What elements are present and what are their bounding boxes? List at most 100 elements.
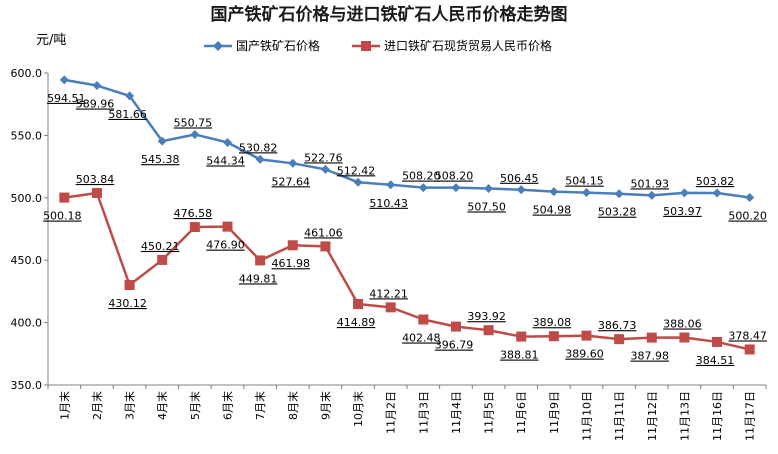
data-point-domestic	[125, 91, 135, 101]
x-tick-label: 11月4日	[450, 391, 463, 434]
x-tick-label: 11月3日	[417, 391, 430, 434]
data-point-domestic	[353, 177, 363, 187]
data-label-domestic: 527.64	[272, 175, 311, 188]
data-point-domestic	[418, 183, 428, 193]
data-label-import: 430.12	[108, 297, 147, 310]
data-point-domestic	[614, 189, 624, 199]
x-tick-label: 11月12日	[646, 391, 659, 441]
data-label-domestic: 504.98	[533, 204, 572, 217]
data-point-domestic	[386, 180, 396, 190]
data-label-domestic: 500.20	[728, 210, 767, 223]
data-point-domestic	[712, 188, 722, 198]
data-point-domestic	[679, 188, 689, 198]
data-label-domestic: 550.75	[174, 116, 213, 129]
data-label-import: 388.81	[500, 349, 539, 362]
y-tick-label: 550.0	[11, 129, 43, 142]
data-point-domestic	[745, 193, 755, 203]
data-label-import: 402.48	[402, 332, 441, 345]
data-label-import: 414.89	[337, 316, 376, 329]
data-point-import	[614, 334, 625, 345]
data-point-import	[712, 336, 723, 347]
data-point-domestic	[288, 158, 298, 168]
data-label-import: 503.84	[76, 173, 115, 186]
x-tick-label: 10月末	[351, 391, 365, 427]
x-tick-label: 5月末	[188, 391, 202, 420]
data-point-import	[320, 241, 331, 252]
y-tick-label: 400.0	[11, 317, 43, 330]
data-label-import: 500.18	[43, 210, 82, 223]
data-label-domestic: 544.34	[206, 154, 245, 167]
data-label-domestic: 507.50	[467, 200, 506, 213]
data-point-import	[483, 325, 494, 336]
x-tick-label: 11月6日	[515, 391, 528, 434]
x-tick-label: 9月末	[318, 391, 332, 420]
data-point-import	[59, 192, 70, 203]
data-label-domestic: 510.43	[369, 197, 408, 210]
data-point-import	[353, 299, 364, 310]
data-label-import: 388.06	[663, 318, 702, 331]
data-point-import	[548, 331, 559, 342]
data-label-import: 476.90	[206, 239, 245, 252]
data-label-import: 389.60	[565, 348, 604, 361]
data-label-import: 386.73	[598, 319, 637, 332]
data-point-import	[222, 221, 233, 232]
x-tick-label: 6月末	[221, 391, 235, 420]
x-tick-label: 4月末	[155, 391, 169, 420]
y-tick-label: 500.0	[11, 192, 43, 205]
y-tick-label: 350.0	[11, 379, 43, 392]
legend-label-domestic: 国产铁矿石价格	[236, 38, 320, 53]
data-point-import	[418, 314, 429, 325]
x-tick-label: 1月末	[57, 391, 71, 420]
data-label-import: 412.21	[369, 287, 408, 300]
legend: 国产铁矿石价格 进口铁矿石现货贸易人民币价格	[204, 38, 552, 53]
data-point-domestic	[516, 185, 526, 195]
data-point-domestic	[549, 187, 559, 197]
data-point-domestic	[92, 81, 102, 91]
data-label-import: 396.79	[435, 339, 474, 352]
data-label-domestic: 506.45	[500, 172, 539, 185]
data-label-import: 387.98	[631, 350, 670, 363]
data-point-domestic	[157, 136, 167, 146]
axes: 350.0 400.0 450.0 500.0 550.0 600.0 1月末 2月末 3月末 4…	[11, 67, 767, 441]
series-line-domestic	[64, 78, 750, 199]
data-point-import	[287, 240, 298, 251]
data-label-import: 450.21	[141, 240, 180, 253]
chart-title: 国产铁矿石价格与进口铁矿石人民币价格走势图	[211, 4, 568, 25]
data-label-import: 449.81	[239, 272, 278, 285]
series-line-import	[64, 191, 750, 351]
data-point-domestic	[582, 188, 591, 198]
data-label-import: 393.92	[467, 310, 506, 323]
x-tick-label: 11月16日	[711, 391, 724, 441]
x-tick-label: 11月2日	[385, 391, 398, 434]
data-point-domestic	[223, 137, 232, 147]
data-label-import: 461.06	[304, 226, 343, 239]
x-tick-label: 3月末	[123, 391, 137, 420]
data-point-domestic	[59, 75, 69, 85]
legend-marker-domestic	[213, 41, 223, 51]
data-label-import: 476.58	[174, 207, 213, 220]
data-point-domestic	[484, 183, 494, 193]
x-tick-label: 7月末	[253, 391, 267, 420]
x-tick-label: 11月17日	[744, 391, 757, 441]
data-label-domestic: 503.97	[663, 205, 702, 218]
x-tick-label: 11月9日	[548, 391, 561, 434]
data-point-import	[679, 332, 690, 343]
x-tick-label: 11月13日	[678, 391, 691, 441]
legend-marker-import	[361, 41, 371, 51]
data-point-domestic	[451, 183, 461, 193]
data-point-import	[744, 344, 755, 355]
data-point-import	[157, 254, 168, 265]
data-label-domestic: 504.15	[565, 175, 604, 188]
data-point-domestic	[190, 129, 200, 139]
y-axis-unit: 元/吨	[36, 33, 66, 48]
y-tick-label: 600.0	[11, 67, 43, 80]
data-label-domestic: 589.96	[76, 98, 115, 111]
data-point-import	[255, 255, 266, 266]
x-tick-label: 8月末	[286, 391, 300, 420]
data-label-domestic: 503.82	[696, 175, 735, 188]
data-point-import	[581, 330, 592, 341]
data-label-import: 378.47	[728, 329, 767, 342]
